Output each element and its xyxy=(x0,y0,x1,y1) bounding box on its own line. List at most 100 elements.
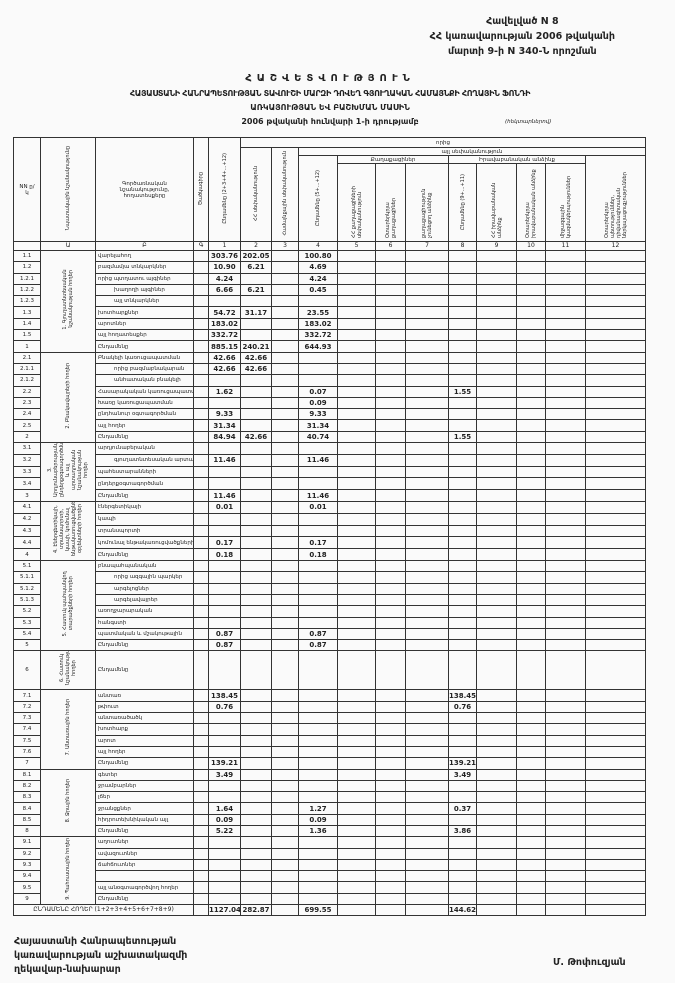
cell-c12 xyxy=(585,524,646,538)
cell-c5 xyxy=(337,272,376,285)
row-code: 9 xyxy=(13,892,41,906)
cell-c3 xyxy=(271,836,299,849)
row-code: 3 xyxy=(13,489,41,503)
cell-c7 xyxy=(405,385,449,398)
cell-c4: 31.34 xyxy=(298,419,338,432)
cell-c2 xyxy=(240,442,272,455)
cell-c12 xyxy=(585,689,646,702)
cell-c2 xyxy=(240,317,272,331)
cell-c1: 139.21 xyxy=(208,757,241,770)
cell-c10 xyxy=(516,295,546,308)
cell-c11 xyxy=(545,689,586,702)
cell-c1 xyxy=(208,870,241,883)
group-label-cell: 9. Պահուստային հողեր xyxy=(40,836,96,906)
cell-c11 xyxy=(545,605,586,618)
cell-c7 xyxy=(405,442,449,455)
cell-c3 xyxy=(271,734,299,747)
cell-c5 xyxy=(337,306,376,319)
cell-c1 xyxy=(208,779,241,793)
cell-c0 xyxy=(193,317,209,331)
cell-c9 xyxy=(476,374,517,387)
cell-c11 xyxy=(545,249,586,263)
row-code: 1.2.1 xyxy=(13,272,41,285)
cell-c1 xyxy=(208,847,241,860)
cell-c12 xyxy=(585,582,646,595)
cell-c10 xyxy=(516,548,546,562)
row-code: 5.1 xyxy=(13,560,41,573)
cell-c10 xyxy=(516,465,546,479)
row-code: 3.1 xyxy=(13,442,41,455)
cell-c12 xyxy=(585,824,646,838)
cell-c4: 0.18 xyxy=(298,548,338,562)
row-name: գետեր xyxy=(95,768,194,781)
cell-c7 xyxy=(405,501,449,514)
header-c6: Օտարերկրյա քաղաքացիներ xyxy=(375,163,406,242)
cell-c6 xyxy=(375,430,406,444)
cell-c11 xyxy=(545,712,586,725)
cell-c5 xyxy=(337,295,376,308)
cell-c5 xyxy=(337,757,376,770)
cell-c0 xyxy=(193,582,209,595)
cell-c8 xyxy=(448,351,477,364)
cell-c12 xyxy=(585,453,646,467)
cell-c4: 11.46 xyxy=(298,489,338,503)
cell-c0 xyxy=(193,351,209,364)
group-label: 9. Պահուստային հողեր xyxy=(65,837,71,900)
table-row: 2.1.2 անհատական բնակելի xyxy=(13,374,646,387)
table-row: 2 Ընդամենը 84.94 42.66 40.74 1.55 xyxy=(13,430,646,444)
cell-c4: 0.45 xyxy=(298,283,338,297)
header-text: ՀՀ սեփականություն xyxy=(253,166,259,221)
table-row: 6 6. Հատուկ նշանակության հողեր Ընդամենը xyxy=(13,650,646,691)
cell-c5 xyxy=(337,689,376,702)
table-row: 1.2.3 այլ տնկարկներ xyxy=(13,295,646,308)
cell-c5 xyxy=(337,362,376,376)
cell-c11 xyxy=(545,283,586,297)
group-label: 2. Բնակավայրերի հողեր xyxy=(65,362,71,429)
cell-c1 xyxy=(208,571,241,584)
cell-c8 xyxy=(448,892,477,906)
cell-c0 xyxy=(193,892,209,906)
cell-c6 xyxy=(375,639,406,652)
cell-c11 xyxy=(545,396,586,410)
cell-c9 xyxy=(476,317,517,331)
cell-c8 xyxy=(448,295,477,308)
cell-c11 xyxy=(545,351,586,364)
cell-c8 xyxy=(448,283,477,297)
cell-c4: 183.02 xyxy=(298,317,338,331)
cell-c11 xyxy=(545,813,586,826)
header-text: Գործառնական նշանակությունը, հողատեսքերը xyxy=(119,180,170,199)
table-row: 5.3 հանգստի xyxy=(13,616,646,629)
cell-c0 xyxy=(193,536,209,550)
cell-c5 xyxy=(337,824,376,838)
cell-c12 xyxy=(585,836,646,849)
table-row: 5.2 առողջարարական xyxy=(13,605,646,618)
cell-c5 xyxy=(337,408,376,421)
cell-c12 xyxy=(585,306,646,319)
cell-c2 xyxy=(240,465,272,479)
row-code: 4.2 xyxy=(13,512,41,526)
cell-c3 xyxy=(271,847,299,860)
cell-c12 xyxy=(585,536,646,550)
cell-c4 xyxy=(298,734,338,747)
row-code: 1.1 xyxy=(13,249,41,263)
cell-c5 xyxy=(337,858,376,872)
cell-c6 xyxy=(375,858,406,872)
cell-c8 xyxy=(448,571,477,584)
cell-c7 xyxy=(405,524,449,538)
cell-c9 xyxy=(476,385,517,398)
cell-c3 xyxy=(271,340,299,353)
row-name: արգելավայրեր xyxy=(95,593,194,607)
header-text: Օտարերկրյա իրավաբանական անձինք xyxy=(525,168,537,238)
cell-c6 xyxy=(375,329,406,342)
cell-c11 xyxy=(545,261,586,274)
cell-c3 xyxy=(271,295,299,308)
cell-c11 xyxy=(545,892,586,906)
cell-c8 xyxy=(448,408,477,421)
row-code: 1 xyxy=(13,340,41,353)
cell-c8 xyxy=(448,249,477,263)
row-name: այլ տնկարկներ xyxy=(95,295,194,308)
cell-c11 xyxy=(545,847,586,860)
total-c8: 144.62 xyxy=(448,904,477,917)
cell-c0 xyxy=(193,836,209,849)
cell-c1: 0.09 xyxy=(208,813,241,826)
